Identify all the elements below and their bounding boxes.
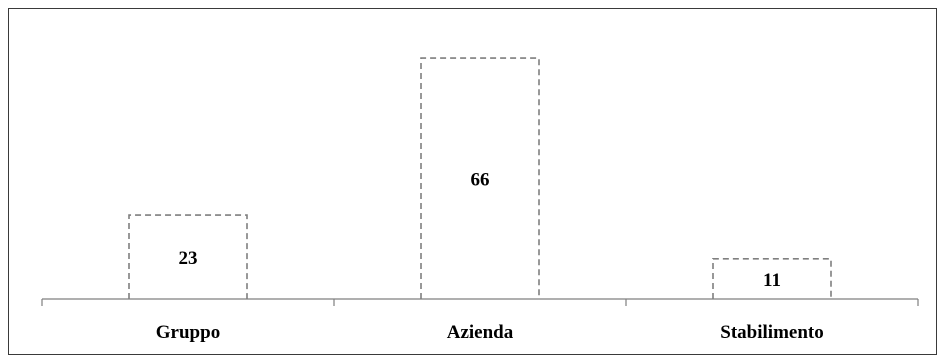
bar-stabilimento (712, 258, 832, 299)
data-label: 66 (471, 170, 490, 191)
bar-azienda (420, 57, 540, 299)
bar-gruppo (128, 214, 248, 299)
x-tick-label: Gruppo (156, 322, 220, 343)
data-label: 23 (179, 248, 198, 269)
x-tick-label: Azienda (447, 322, 514, 343)
x-tick-label: Stabilimento (720, 322, 823, 343)
x-axis (41, 298, 919, 306)
chart-frame (8, 8, 937, 355)
data-label: 11 (763, 270, 781, 291)
labels-group: 23 Gruppo 66 Azienda 11 Stabilimento (156, 170, 824, 343)
bars-group (128, 57, 832, 299)
